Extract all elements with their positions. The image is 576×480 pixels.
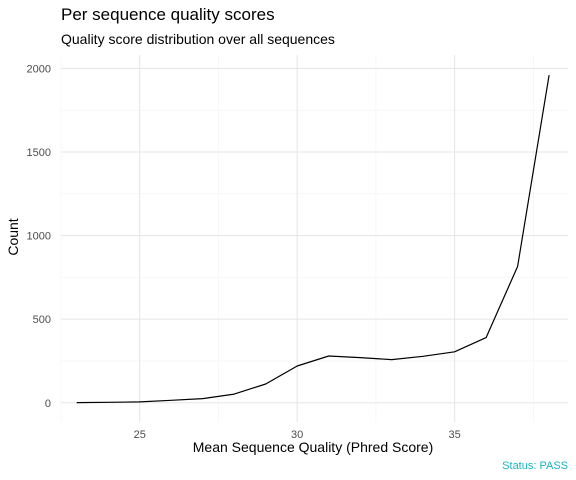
series-line <box>76 75 550 404</box>
y-tick-label: 1000 <box>27 231 51 243</box>
chart-subtitle: Quality score distribution over all sequ… <box>61 31 335 47</box>
x-tick-label: 35 <box>449 429 461 441</box>
grid-lines <box>60 55 568 422</box>
y-tick-label: 500 <box>33 314 51 326</box>
x-axis-title: Mean Sequence Quality (Phred Score) <box>193 439 433 455</box>
y-tick-label: 1500 <box>27 147 51 159</box>
status-text: Status: PASS <box>502 460 568 472</box>
data-line-layer <box>76 75 550 404</box>
y-axis-title: Count <box>5 218 21 255</box>
x-tick-label: 30 <box>291 429 303 441</box>
x-tick-label: 25 <box>134 429 146 441</box>
y-tick-label: 2000 <box>27 63 51 75</box>
chart-title: Per sequence quality scores <box>61 5 275 24</box>
y-tick-label: 0 <box>45 398 51 410</box>
tick-labels: 25 30 35 0 500 1000 1500 2000 <box>27 63 461 441</box>
